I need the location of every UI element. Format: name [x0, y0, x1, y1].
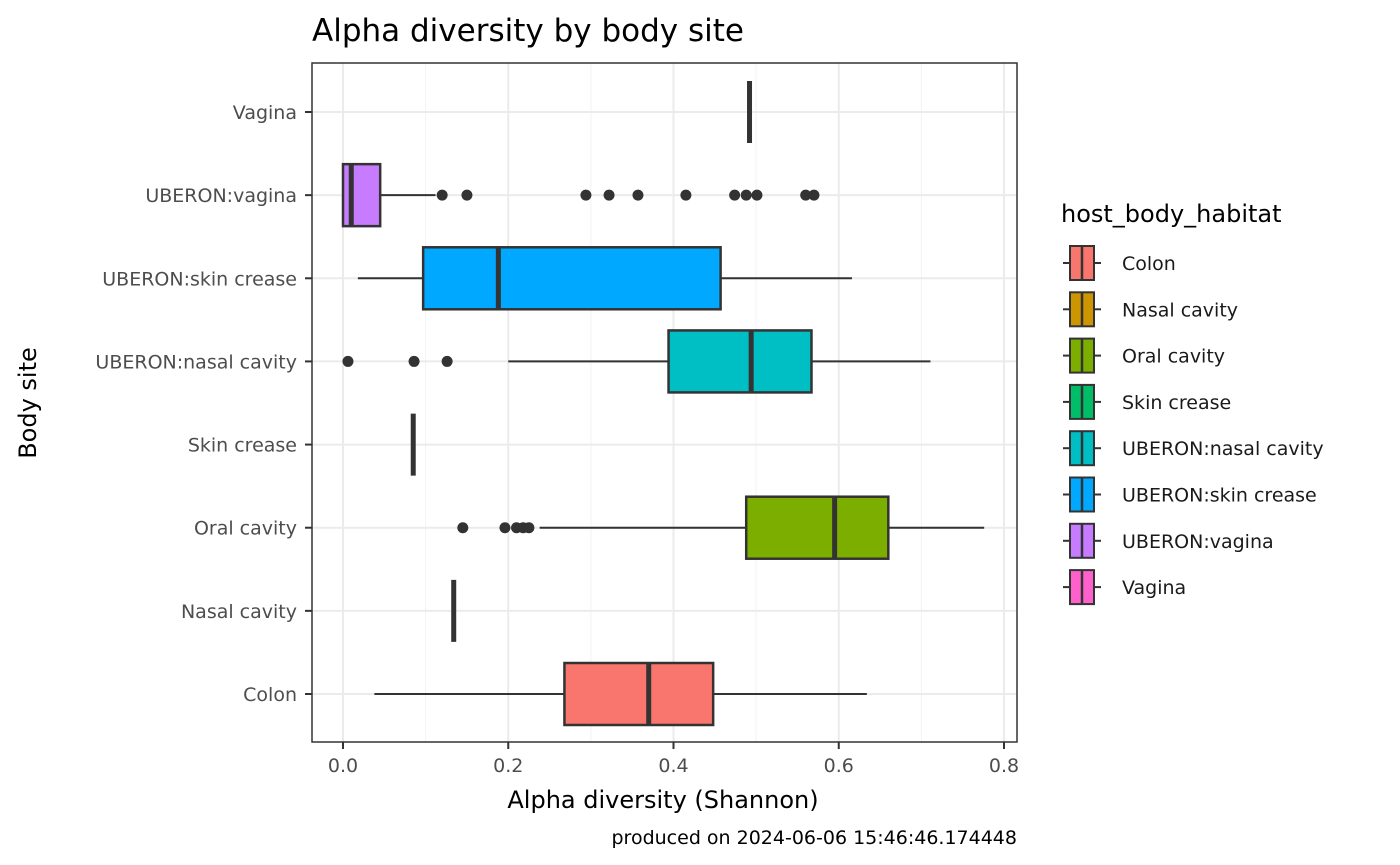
- panel-border: [311, 62, 1018, 743]
- y-tick-label: UBERON:skin crease: [102, 268, 297, 290]
- x-tick-label: 0.8: [989, 755, 1019, 777]
- y-tick-label: Nasal cavity: [181, 601, 297, 623]
- outlier-point-uberon-nasal-cavity: [342, 355, 354, 367]
- outlier-point-uberon-vagina: [632, 189, 644, 201]
- y-tick-label: Skin crease: [188, 435, 297, 457]
- x-tick-label: 0.0: [328, 755, 358, 777]
- y-tick-label: UBERON:vagina: [145, 185, 297, 207]
- chart-title: Alpha diversity by body site: [312, 13, 744, 49]
- outlier-point-oral-cavity: [499, 522, 511, 534]
- outlier-point-uberon-vagina: [808, 189, 820, 201]
- x-axis-title: Alpha diversity (Shannon): [507, 786, 818, 814]
- legend-label: Vagina: [1122, 577, 1186, 599]
- legend-entry: Vagina: [1063, 569, 1186, 606]
- outlier-point-uberon-vagina: [461, 189, 473, 201]
- y-tick-label: UBERON:nasal cavity: [95, 351, 297, 373]
- outlier-point-uberon-vagina: [580, 189, 592, 201]
- outlier-point-uberon-vagina: [436, 189, 448, 201]
- legend-label: Colon: [1122, 253, 1176, 275]
- legend-entry: Nasal cavity: [1063, 291, 1238, 328]
- legend-entry: UBERON:vagina: [1063, 522, 1274, 559]
- outlier-point-uberon-vagina: [800, 189, 812, 201]
- y-tick-label: Colon: [243, 684, 297, 706]
- box-oral-cavity: [744, 495, 890, 560]
- legend-entry: Oral cavity: [1063, 337, 1225, 374]
- legend-entry: Colon: [1063, 245, 1176, 281]
- y-tick-label: Oral cavity: [194, 518, 297, 540]
- caption: produced on 2024-06-06 15:46:46.174448: [612, 827, 1018, 849]
- legend-entry: Skin crease: [1063, 383, 1231, 420]
- legend-label: UBERON:vagina: [1122, 531, 1274, 553]
- outlier-point-uberon-vagina: [751, 189, 763, 201]
- outlier-point-oral-cavity: [457, 522, 469, 534]
- x-tick-label: 0.6: [824, 755, 854, 777]
- outlier-point-uberon-vagina: [680, 189, 692, 201]
- plot-area: 0.0 0.2 0.4 0.6 0.8 Colon Nasal cavity Oral cav…: [95, 62, 1019, 777]
- legend-label: Skin crease: [1122, 392, 1231, 414]
- legend-entry: UBERON:skin crease: [1063, 476, 1317, 513]
- legend-entry: UBERON:nasal cavity: [1063, 430, 1324, 467]
- x-tick-label: 0.4: [658, 755, 688, 777]
- box-uberon-skin-crease: [421, 246, 722, 311]
- outlier-point-oral-cavity: [523, 522, 535, 534]
- legend: Colon Nasal cavity Oral cavity Skin crease U…: [1063, 245, 1324, 606]
- outlier-point-uberon-vagina: [729, 189, 741, 201]
- outlier-point-uberon-nasal-cavity: [408, 355, 420, 367]
- outlier-point-uberon-vagina: [603, 189, 615, 201]
- legend-label: Oral cavity: [1122, 346, 1225, 368]
- box-uberon-vagina: [341, 162, 382, 228]
- legend-label: UBERON:nasal cavity: [1122, 438, 1324, 460]
- legend-label: UBERON:skin crease: [1122, 485, 1317, 507]
- legend-label: Nasal cavity: [1122, 299, 1238, 321]
- box-colon: [563, 661, 715, 727]
- box-uberon-nasal-cavity: [667, 329, 813, 394]
- y-tick-label: Vagina: [233, 102, 297, 124]
- x-tick-label: 0.2: [493, 755, 523, 777]
- legend-title: host_body_habitat: [1061, 200, 1282, 228]
- y-axis-title: Body site: [14, 347, 42, 459]
- outlier-point-uberon-nasal-cavity: [441, 355, 453, 367]
- outlier-point-uberon-vagina: [740, 189, 752, 201]
